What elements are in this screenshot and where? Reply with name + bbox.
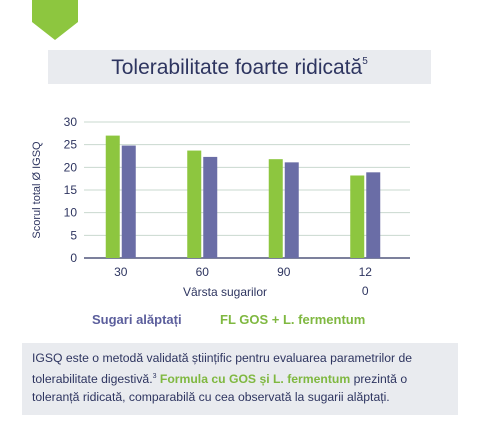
legend-formula: FL GOS + L. fermentum bbox=[220, 312, 366, 327]
bar-breastfed bbox=[121, 145, 136, 258]
y-tick-label: 20 bbox=[64, 160, 78, 174]
y-tick-label: 15 bbox=[64, 183, 78, 197]
x-tick-label: 12 bbox=[359, 265, 373, 279]
legend-breastfed: Sugari alăptați bbox=[92, 312, 182, 327]
x-tick-label: 60 bbox=[196, 265, 210, 279]
y-tick-label: 0 bbox=[70, 251, 77, 265]
footer-note: IGSQ este o metodă validată științific p… bbox=[22, 343, 458, 415]
bar-formula bbox=[268, 159, 283, 258]
chart-title: Tolerabilitate foarte ridicată5 bbox=[48, 56, 431, 80]
x-tick-label: 0 bbox=[362, 284, 369, 298]
title-footnote-ref: 5 bbox=[362, 56, 368, 67]
footer-footnote-ref: 3 bbox=[152, 372, 157, 380]
bar-breastfed bbox=[203, 156, 218, 258]
footer-highlight: Formula cu GOS și L. fermentum bbox=[159, 371, 351, 386]
y-tick-label: 10 bbox=[64, 206, 78, 220]
footer-part2: prezintă o toleranță ridicată, comparabi… bbox=[32, 371, 408, 405]
footer-part1: IGSQ este o metodă validată științific p… bbox=[32, 351, 413, 386]
y-tick-label: 25 bbox=[64, 138, 78, 152]
chart-title-text: Tolerabilitate foarte ridicată bbox=[111, 56, 363, 79]
y-axis-label: Scorul total Ø IGSQ bbox=[31, 141, 43, 239]
footer-text: IGSQ este o metodă validată științific p… bbox=[32, 349, 452, 407]
x-axis-label: Vârsta sugarilor bbox=[183, 285, 267, 299]
title-band: Tolerabilitate foarte ridicată5 bbox=[48, 50, 431, 84]
x-tick-label: 30 bbox=[114, 265, 128, 279]
x-tick-label: 90 bbox=[277, 265, 291, 279]
bar-breastfed bbox=[366, 172, 381, 258]
top-tab-decoration bbox=[32, 0, 78, 40]
bar-formula bbox=[187, 150, 202, 258]
bar-formula bbox=[105, 135, 120, 258]
y-tick-label: 30 bbox=[64, 115, 78, 129]
bar-formula bbox=[350, 175, 365, 258]
bar-breastfed bbox=[284, 162, 299, 258]
y-tick-label: 5 bbox=[70, 228, 77, 242]
